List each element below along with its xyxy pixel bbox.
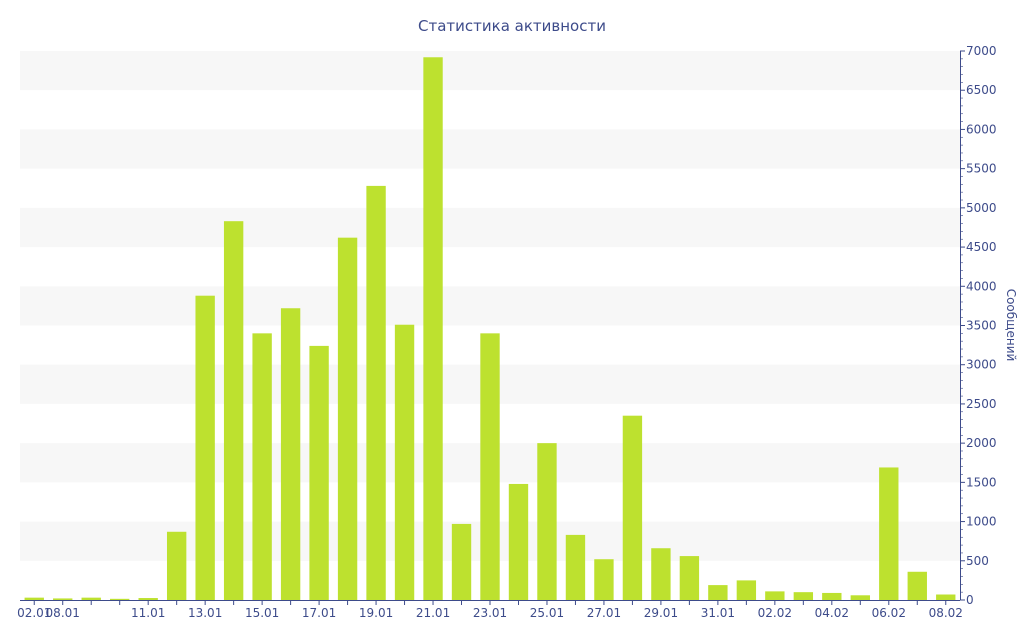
- bar-11.01: [138, 598, 158, 600]
- bar-06.02: [879, 467, 899, 600]
- y-tick-label: 2500: [966, 397, 997, 411]
- y-tick-label: 3000: [966, 358, 997, 372]
- y-tick-label: 6500: [966, 83, 997, 97]
- bars: [24, 57, 956, 600]
- x-tick-label: 17.01: [302, 606, 336, 620]
- bar-17.01: [309, 345, 329, 600]
- x-tick-label: 08.02: [929, 606, 963, 620]
- bar-02.01: [24, 597, 44, 600]
- bar-20.01: [394, 324, 415, 600]
- bar-16.01: [280, 308, 301, 600]
- y-tick-label: 1000: [966, 515, 997, 529]
- bar-08.02: [936, 594, 956, 600]
- bar-09.01: [81, 597, 101, 600]
- bar-22.01: [451, 523, 472, 600]
- y-tick-label: 5000: [966, 201, 997, 215]
- bar-01.02: [736, 580, 757, 600]
- y-tick-label: 1500: [966, 475, 997, 489]
- grid-bands: [20, 51, 960, 561]
- y-axis-label: Сообщений: [1004, 289, 1018, 362]
- bar-05.02: [850, 595, 870, 600]
- y-tick-label: 5500: [966, 162, 997, 176]
- bar-28.01: [622, 415, 643, 600]
- x-tick-label: 21.01: [416, 606, 450, 620]
- x-tick-label: 11.01: [131, 606, 165, 620]
- bar-02.02: [765, 591, 785, 600]
- y-tick-label: 3500: [966, 319, 997, 333]
- bar-14.01: [223, 221, 244, 600]
- grid-band: [20, 129, 960, 169]
- x-tick-label: 25.01: [530, 606, 564, 620]
- bar-18.01: [337, 237, 358, 600]
- bar-10.01: [110, 598, 130, 600]
- x-tick-label: 15.01: [245, 606, 279, 620]
- x-tick-label: 02.01: [17, 606, 51, 620]
- x-tick-label: 06.02: [872, 606, 906, 620]
- x-tick-label: 04.02: [815, 606, 849, 620]
- bar-27.01: [594, 559, 614, 600]
- bar-13.01: [195, 295, 215, 600]
- bar-15.01: [252, 333, 272, 600]
- bar-19.01: [366, 185, 386, 600]
- grid-band: [20, 207, 960, 248]
- y-tick-label: 4000: [966, 279, 997, 293]
- x-tick-label: 27.01: [587, 606, 621, 620]
- x-tick-label: 31.01: [701, 606, 735, 620]
- x-tick-label: 29.01: [644, 606, 678, 620]
- bar-24.01: [508, 483, 529, 600]
- bar-30.01: [679, 556, 700, 600]
- y-tick-label: 2000: [966, 436, 997, 450]
- x-tick-label: 08.01: [46, 606, 80, 620]
- bar-03.02: [793, 592, 814, 600]
- grid-band: [20, 286, 960, 326]
- bar-21.01: [423, 57, 443, 600]
- bar-12.01: [166, 531, 187, 600]
- chart-title: Статистика активности: [418, 17, 606, 35]
- bar-07.02: [907, 571, 927, 600]
- bar-29.01: [651, 548, 671, 600]
- x-tick-label: 02.02: [758, 606, 792, 620]
- bar-25.01: [537, 443, 557, 600]
- bar-26.01: [565, 534, 586, 600]
- y-tick-label: 500: [966, 554, 989, 568]
- x-tick-label: 13.01: [188, 606, 222, 620]
- bar-08.01: [53, 598, 73, 600]
- x-tick-label: 23.01: [473, 606, 507, 620]
- bar-04.02: [822, 592, 842, 600]
- y-tick-label: 4500: [966, 240, 997, 254]
- grid-band: [20, 51, 960, 91]
- y-tick-label: 7000: [966, 44, 997, 58]
- x-tick-label: 19.01: [359, 606, 393, 620]
- y-tick-label: 6000: [966, 122, 997, 136]
- bar-23.01: [480, 333, 500, 600]
- bar-31.01: [708, 585, 728, 600]
- y-tick-label: 0: [966, 593, 974, 607]
- y-axis: 0 500 1000 1500 2000 2500 3000 3500 4000 4500 5000…: [960, 44, 997, 607]
